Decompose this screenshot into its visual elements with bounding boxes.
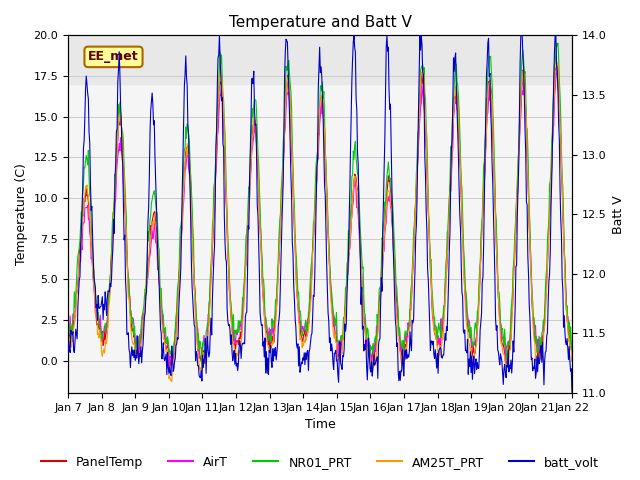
Y-axis label: Batt V: Batt V <box>612 195 625 234</box>
X-axis label: Time: Time <box>305 419 335 432</box>
Title: Temperature and Batt V: Temperature and Batt V <box>228 15 412 30</box>
Text: EE_met: EE_met <box>88 50 139 63</box>
Y-axis label: Temperature (C): Temperature (C) <box>15 163 28 265</box>
Legend: PanelTemp, AirT, NR01_PRT, AM25T_PRT, batt_volt: PanelTemp, AirT, NR01_PRT, AM25T_PRT, ba… <box>36 451 604 474</box>
Bar <box>68 36 572 84</box>
